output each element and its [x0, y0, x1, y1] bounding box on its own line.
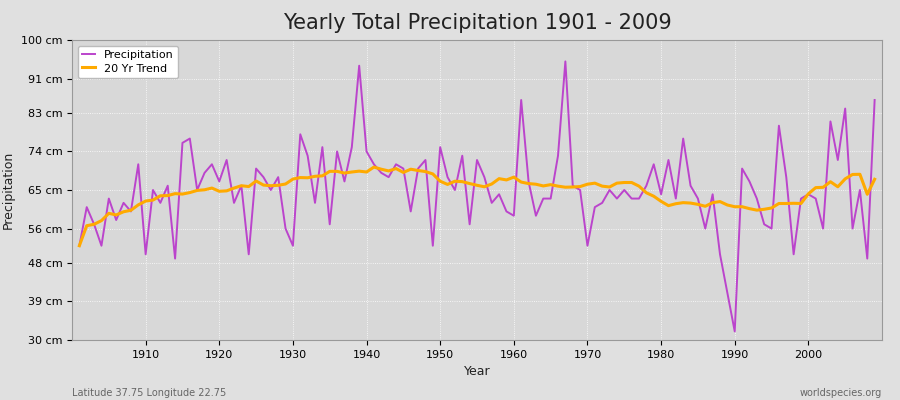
Text: worldspecies.org: worldspecies.org — [800, 388, 882, 398]
Text: Latitude 37.75 Longitude 22.75: Latitude 37.75 Longitude 22.75 — [72, 388, 226, 398]
X-axis label: Year: Year — [464, 365, 490, 378]
Precipitation — [295, 132, 306, 137]
Precipitation — [560, 59, 571, 64]
Precipitation — [74, 243, 85, 248]
Precipitation — [729, 329, 740, 334]
20 Yr Trend — [339, 171, 350, 176]
Title: Yearly Total Precipitation 1901 - 2009: Yearly Total Precipitation 1901 - 2009 — [283, 13, 671, 33]
20 Yr Trend — [516, 180, 526, 184]
Precipitation — [501, 209, 512, 214]
20 Yr Trend — [74, 243, 85, 248]
Precipitation — [508, 213, 519, 218]
20 Yr Trend — [133, 202, 144, 207]
Y-axis label: Precipitation: Precipitation — [2, 151, 15, 229]
Precipitation — [604, 188, 615, 192]
Legend: Precipitation, 20 Yr Trend: Precipitation, 20 Yr Trend — [77, 46, 178, 78]
20 Yr Trend — [508, 175, 519, 180]
Precipitation — [339, 179, 350, 184]
20 Yr Trend — [368, 165, 379, 170]
Precipitation — [133, 162, 144, 167]
Precipitation — [869, 98, 880, 102]
Line: Precipitation: Precipitation — [79, 62, 875, 332]
20 Yr Trend — [869, 177, 880, 182]
Line: 20 Yr Trend: 20 Yr Trend — [79, 167, 875, 246]
20 Yr Trend — [604, 185, 615, 190]
20 Yr Trend — [295, 175, 306, 180]
